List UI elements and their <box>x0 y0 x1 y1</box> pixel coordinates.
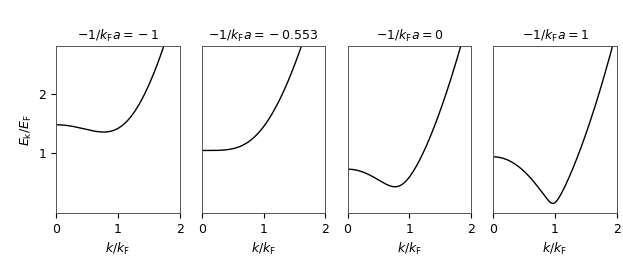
X-axis label: $k / k_{\rm F}$: $k / k_{\rm F}$ <box>251 241 276 257</box>
X-axis label: $k / k_{\rm F}$: $k / k_{\rm F}$ <box>397 241 422 257</box>
Y-axis label: $E_{\rm k} / E_{\rm F}$: $E_{\rm k} / E_{\rm F}$ <box>19 114 34 146</box>
Title: $-1/k_{\rm F}a = 1$: $-1/k_{\rm F}a = 1$ <box>521 28 589 44</box>
X-axis label: $k / k_{\rm F}$: $k / k_{\rm F}$ <box>543 241 568 257</box>
X-axis label: $k / k_{\rm F}$: $k / k_{\rm F}$ <box>105 241 130 257</box>
Title: $-1/k_{\rm F}a = -1$: $-1/k_{\rm F}a = -1$ <box>77 28 159 44</box>
Title: $-1/k_{\rm F}a = -0.553$: $-1/k_{\rm F}a = -0.553$ <box>208 28 319 44</box>
Title: $-1/k_{\rm F}a = 0$: $-1/k_{\rm F}a = 0$ <box>376 28 443 44</box>
